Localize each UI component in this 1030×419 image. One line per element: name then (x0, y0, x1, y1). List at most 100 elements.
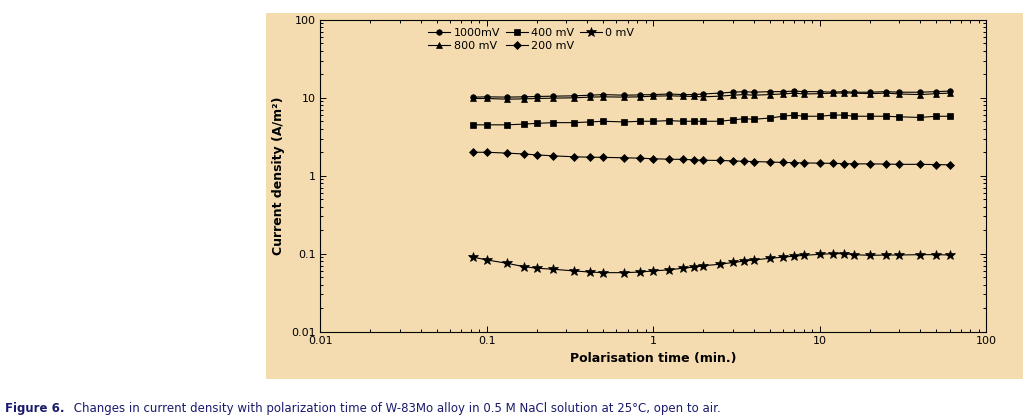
1000mV (597, 92, 610, 97)
200 mV (737, 159, 750, 164)
800 mV (838, 91, 851, 96)
0 mV (788, 253, 800, 259)
0 mV (893, 253, 905, 258)
400 mV (726, 117, 739, 122)
800 mV (697, 94, 710, 99)
0 mV (848, 252, 860, 257)
1000mV (880, 89, 892, 94)
Line: 800 mV: 800 mV (470, 90, 953, 103)
200 mV (618, 155, 630, 160)
0 mV (518, 264, 530, 269)
400 mV (864, 114, 877, 119)
400 mV (597, 119, 610, 124)
400 mV (914, 115, 926, 120)
800 mV (814, 91, 826, 96)
800 mV (864, 91, 877, 96)
0 mV (864, 253, 877, 258)
0 mV (697, 263, 710, 268)
0 mV (914, 252, 926, 257)
400 mV (930, 114, 942, 119)
1000mV (530, 94, 543, 99)
200 mV (647, 156, 659, 161)
1000mV (777, 89, 789, 94)
400 mV (880, 114, 892, 119)
800 mV (777, 91, 789, 96)
400 mV (893, 114, 905, 119)
400 mV (502, 122, 514, 127)
400 mV (943, 114, 956, 119)
1000mV (697, 91, 710, 96)
200 mV (584, 155, 596, 160)
0 mV (814, 252, 826, 257)
0 mV (930, 252, 942, 257)
0 mV (777, 255, 789, 260)
0 mV (838, 251, 851, 256)
200 mV (748, 159, 760, 164)
1000mV (930, 89, 942, 94)
1000mV (797, 89, 810, 94)
1000mV (737, 89, 750, 94)
Line: 1000mV: 1000mV (471, 88, 953, 100)
800 mV (568, 95, 580, 100)
200 mV (814, 160, 826, 166)
400 mV (481, 122, 493, 127)
200 mV (893, 162, 905, 167)
200 mV (880, 162, 892, 167)
800 mV (618, 95, 630, 100)
400 mV (584, 119, 596, 124)
1000mV (748, 90, 760, 95)
200 mV (481, 150, 493, 155)
200 mV (943, 162, 956, 167)
800 mV (547, 96, 559, 101)
200 mV (568, 154, 580, 159)
400 mV (518, 122, 530, 127)
400 mV (688, 119, 700, 124)
0 mV (547, 267, 559, 272)
1000mV (788, 88, 800, 93)
200 mV (663, 157, 676, 162)
400 mV (737, 116, 750, 121)
Line: 400 mV: 400 mV (470, 111, 953, 128)
200 mV (677, 157, 689, 162)
1000mV (618, 93, 630, 98)
200 mV (864, 161, 877, 166)
200 mV (788, 160, 800, 165)
400 mV (697, 119, 710, 124)
400 mV (647, 119, 659, 124)
200 mV (797, 160, 810, 166)
800 mV (502, 97, 514, 102)
800 mV (880, 91, 892, 96)
1000mV (814, 89, 826, 94)
800 mV (584, 95, 596, 100)
0 mV (530, 266, 543, 271)
1000mV (468, 95, 480, 100)
0 mV (584, 269, 596, 274)
200 mV (930, 162, 942, 167)
200 mV (838, 161, 851, 166)
800 mV (714, 93, 726, 98)
400 mV (618, 119, 630, 124)
400 mV (677, 119, 689, 124)
800 mV (788, 91, 800, 96)
1000mV (838, 89, 851, 94)
800 mV (763, 92, 776, 97)
200 mV (518, 152, 530, 157)
1000mV (633, 92, 646, 97)
800 mV (827, 91, 839, 96)
800 mV (647, 93, 659, 98)
800 mV (677, 93, 689, 98)
1000mV (547, 93, 559, 98)
Legend: 1000mV, 800 mV, 400 mV, 200 mV, 0 mV: 1000mV, 800 mV, 400 mV, 200 mV, 0 mV (425, 26, 637, 53)
200 mV (688, 157, 700, 162)
0 mV (726, 260, 739, 265)
400 mV (663, 118, 676, 123)
0 mV (633, 269, 646, 274)
200 mV (848, 161, 860, 166)
0 mV (502, 261, 514, 266)
800 mV (518, 96, 530, 101)
1000mV (763, 89, 776, 94)
1000mV (943, 88, 956, 93)
800 mV (663, 93, 676, 98)
0 mV (568, 269, 580, 274)
800 mV (468, 96, 480, 101)
